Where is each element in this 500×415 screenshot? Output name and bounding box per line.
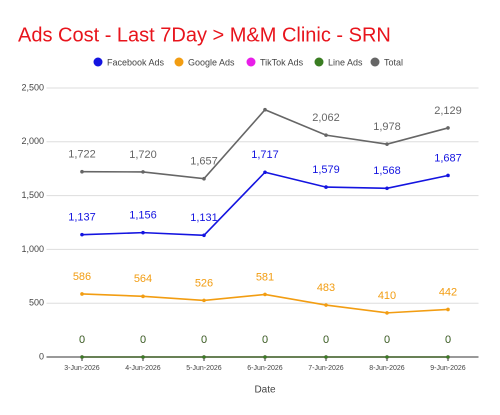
data-label: 1,131 xyxy=(190,212,218,224)
y-tick-label: 1,500 xyxy=(21,190,44,200)
legend-label: Google Ads xyxy=(188,57,235,67)
data-point xyxy=(80,232,84,237)
legend-marker xyxy=(93,57,103,67)
data-point xyxy=(324,133,328,137)
data-label: 0 xyxy=(262,334,268,346)
data-point xyxy=(263,355,267,359)
data-label: 1,137 xyxy=(68,212,96,224)
legend-label: Total xyxy=(384,57,403,67)
data-label: 0 xyxy=(384,334,390,346)
data-label: 0 xyxy=(445,334,451,346)
data-point xyxy=(202,298,206,303)
data-point xyxy=(80,292,84,296)
data-point xyxy=(385,186,389,191)
data-label: 0 xyxy=(384,334,390,346)
data-point xyxy=(80,355,84,359)
x-tick-label: 6-Jun-2026 xyxy=(247,365,283,372)
data-label: 0 xyxy=(323,334,329,346)
legend-marker xyxy=(370,57,380,67)
data-label: 0 xyxy=(201,334,207,346)
y-tick-label: 0 xyxy=(39,351,44,361)
data-label: 1,687 xyxy=(434,152,462,164)
legend-marker xyxy=(174,57,184,67)
data-label: 2,062 xyxy=(312,112,340,124)
data-label: 483 xyxy=(317,282,335,294)
data-point xyxy=(141,355,145,359)
data-label: 0 xyxy=(445,334,451,346)
data-point xyxy=(141,230,145,235)
y-tick-label: 2,500 xyxy=(21,82,44,92)
data-label: 1,717 xyxy=(251,149,279,161)
data-point xyxy=(446,173,450,178)
legend-label: Line Ads xyxy=(328,57,363,67)
legend-marker xyxy=(314,57,324,67)
data-point xyxy=(324,355,328,359)
data-label: 1,568 xyxy=(373,165,401,177)
x-tick-label: 4-Jun-2026 xyxy=(125,365,161,372)
data-label: 581 xyxy=(256,271,274,283)
legend-marker xyxy=(246,57,256,67)
x-tick-label: 8-Jun-2026 xyxy=(369,365,405,372)
y-tick-label: 1,000 xyxy=(21,244,44,254)
x-tick-label: 9-Jun-2026 xyxy=(430,365,466,372)
y-tick-label: 2,000 xyxy=(21,136,44,146)
data-label: 1,722 xyxy=(68,149,96,161)
x-axis-label: Date xyxy=(254,385,276,396)
data-point xyxy=(324,303,328,307)
data-label: 564 xyxy=(134,273,152,285)
data-point xyxy=(446,355,450,359)
data-point xyxy=(385,142,389,146)
data-label: 1,978 xyxy=(373,121,401,133)
data-point xyxy=(141,294,145,299)
data-point xyxy=(263,292,267,297)
data-point xyxy=(385,311,389,315)
data-label: 1,156 xyxy=(129,210,157,222)
data-point xyxy=(141,170,145,174)
data-point xyxy=(202,355,206,359)
data-point xyxy=(202,233,206,238)
data-point xyxy=(263,107,267,112)
data-label: 0 xyxy=(140,334,146,346)
data-point xyxy=(80,169,84,174)
data-label: 0 xyxy=(140,334,146,346)
legend-label: Facebook Ads xyxy=(107,57,165,67)
data-label: 0 xyxy=(262,334,268,346)
data-label: 0 xyxy=(79,334,85,346)
x-tick-label: 7-Jun-2026 xyxy=(308,365,344,372)
data-point xyxy=(324,185,328,189)
data-point xyxy=(263,170,267,175)
y-tick-label: 500 xyxy=(29,298,44,308)
data-label: 1,657 xyxy=(190,156,218,168)
data-label: 1,579 xyxy=(312,164,340,176)
data-label: 0 xyxy=(201,334,207,346)
data-point xyxy=(446,307,450,312)
data-label: 526 xyxy=(195,277,213,289)
x-tick-label: 5-Jun-2026 xyxy=(186,365,222,372)
data-label: 410 xyxy=(378,290,396,302)
chart-title: Ads Cost - Last 7Day > M&M Clinic - SRN xyxy=(18,24,391,46)
data-label: 442 xyxy=(439,286,457,298)
legend-label: TikTok Ads xyxy=(260,57,304,67)
data-label: 1,720 xyxy=(129,149,157,161)
data-point xyxy=(446,126,450,130)
data-label: 586 xyxy=(73,271,91,283)
data-point xyxy=(202,176,206,181)
data-label: 2,129 xyxy=(434,105,462,117)
data-label: 0 xyxy=(323,334,329,346)
data-point xyxy=(385,355,389,359)
x-tick-label: 3-Jun-2026 xyxy=(64,365,100,372)
data-label: 0 xyxy=(79,334,85,346)
